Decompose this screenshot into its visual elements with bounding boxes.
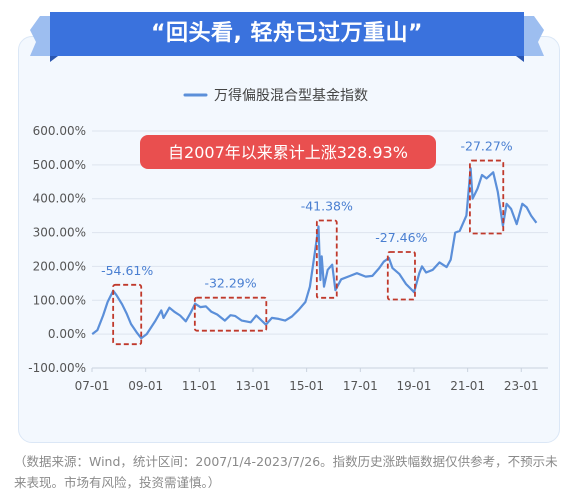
- y-tick-label: -100.00%: [28, 361, 86, 375]
- y-tick-label: 0.00%: [48, 327, 86, 341]
- drawdown-box: [193, 296, 268, 332]
- y-tick-label: 400.00%: [33, 192, 86, 206]
- fund-index-chart: 600.00% 500.00% 400.00% 300.00% 200.00% 100.0…: [28, 87, 548, 393]
- drawdown-box: [386, 251, 416, 301]
- x-tick-label: 17-01: [343, 379, 378, 393]
- x-tick-label: 15-01: [289, 379, 324, 393]
- y-tick-label: 100.00%: [33, 293, 86, 307]
- footnote: （数据来源：Wind，统计区间：2007/1/4-2023/7/26。指数历史涨…: [14, 454, 558, 490]
- drawdown-label: -27.46%: [375, 230, 427, 245]
- x-tick-label: 13-01: [236, 379, 271, 393]
- x-tick-label: 23-01: [504, 379, 539, 393]
- y-tick-label: 600.00%: [33, 124, 86, 138]
- drawdown-label: -41.38%: [301, 198, 353, 213]
- legend-label: 万得偏股混合型基金指数: [214, 87, 368, 104]
- y-tick-label: 200.00%: [33, 259, 86, 273]
- series-line: [91, 167, 538, 340]
- drawdown-label: -32.29%: [204, 276, 256, 291]
- headline-text: 自2007年以来累计上涨328.93%: [168, 143, 408, 162]
- y-tick-label: 300.00%: [33, 226, 86, 240]
- drawdown-box: [469, 159, 505, 235]
- drawdown-box: [112, 283, 143, 346]
- drawdown-label: -27.27%: [460, 139, 512, 154]
- title-banner: “回头看, 轻舟已过万重山”: [30, 12, 544, 62]
- y-tick-label: 500.00%: [33, 158, 86, 172]
- x-tick-label: 19-01: [397, 379, 432, 393]
- x-tick-label: 07-01: [75, 379, 110, 393]
- chart-card: [18, 36, 560, 443]
- drawdown-label: -54.61%: [101, 263, 153, 278]
- banner-title: “回头看, 轻舟已过万重山”: [151, 21, 423, 46]
- x-tick-label: 21-01: [450, 379, 485, 393]
- x-tick-label: 09-01: [128, 379, 163, 393]
- banner-shape: [30, 12, 544, 62]
- x-tick-label: 11-01: [182, 379, 217, 393]
- headline-badge: [140, 135, 436, 169]
